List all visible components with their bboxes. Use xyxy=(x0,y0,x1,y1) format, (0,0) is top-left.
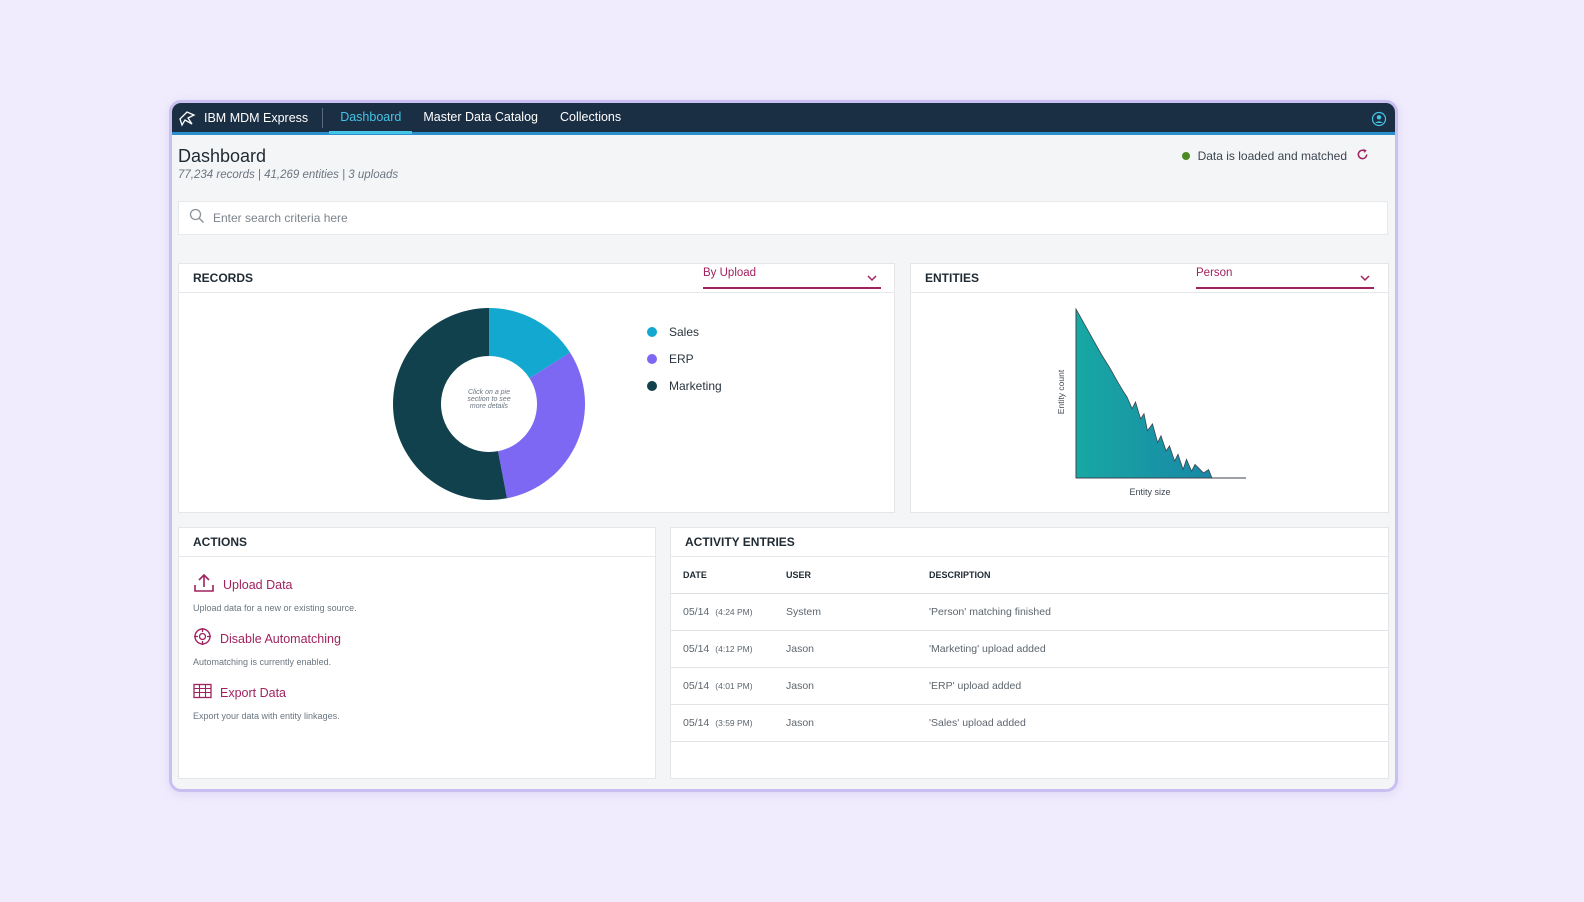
entity-area-series xyxy=(1075,307,1246,479)
records-legend: Sales ERP Marketing xyxy=(647,318,722,399)
export-data-desc: Export your data with entity linkages. xyxy=(193,711,340,721)
legend-label: Sales xyxy=(669,324,700,339)
activity-title: ACTIVITY ENTRIES xyxy=(685,535,795,549)
disable-automatching-button[interactable]: Disable Automatching xyxy=(220,632,341,646)
donut-slice-sales[interactable] xyxy=(489,308,571,379)
table-row[interactable]: 05/14 (4:01 PM) Jason 'ERP' upload added xyxy=(671,667,1388,705)
entities-type-dropdown[interactable]: Person xyxy=(1196,267,1374,289)
upload-icon xyxy=(193,573,215,598)
app-title[interactable]: IBM MDM Express xyxy=(202,107,324,128)
cell-date: 05/14 (3:59 PM) xyxy=(671,704,774,742)
cell-user: Jason xyxy=(774,630,917,668)
entities-dropdown-value: Person xyxy=(1196,267,1233,279)
cell-user: Jason xyxy=(774,667,917,705)
cell-description: 'ERP' upload added xyxy=(917,667,1388,705)
legend-item-sales[interactable]: Sales xyxy=(647,318,722,345)
legend-label: Marketing xyxy=(669,378,722,393)
table-row[interactable]: 05/14 (4:24 PM) System 'Person' matching … xyxy=(671,593,1388,631)
table-grid-icon xyxy=(193,683,212,704)
tab-dashboard[interactable]: Dashboard xyxy=(329,103,413,134)
crosshair-icon xyxy=(193,627,212,651)
search-input[interactable] xyxy=(213,211,1113,225)
export-data-action[interactable]: Export Data Export your data with entity… xyxy=(193,681,641,721)
cell-date: 05/14 (4:01 PM) xyxy=(671,667,774,705)
records-donut-chart[interactable]: Click on a pie section to see more details xyxy=(369,294,609,514)
column-header-description[interactable]: DESCRIPTION xyxy=(917,557,1388,594)
donut-center-hint: Click on a pie section to see more details xyxy=(467,389,510,410)
column-header-user[interactable]: USER xyxy=(774,557,917,594)
legend-item-marketing[interactable]: Marketing xyxy=(647,372,722,399)
records-card-header: RECORDS By Upload xyxy=(179,264,894,293)
entities-card: ENTITIES Person Entity size Entity count xyxy=(910,263,1389,513)
records-dropdown-value: By Upload xyxy=(703,267,757,279)
cell-description: 'Marketing' upload added xyxy=(917,630,1388,668)
actions-card: ACTIONS Upload Data Upload data for a ne… xyxy=(178,527,656,779)
table-row[interactable]: 05/14 (3:59 PM) Jason 'Sales' upload adde… xyxy=(671,704,1388,742)
chevron-down-icon xyxy=(867,273,877,285)
entity-size-distribution-chart: Entity size Entity count xyxy=(1056,307,1246,497)
cell-user: Jason xyxy=(774,704,917,742)
upload-data-action[interactable]: Upload Data Upload data for a new or exi… xyxy=(193,573,641,613)
search-icon xyxy=(189,208,205,229)
column-header-date[interactable]: DATE xyxy=(671,557,774,594)
user-profile-icon[interactable] xyxy=(1371,111,1387,132)
legend-swatch xyxy=(647,353,657,364)
data-status: Data is loaded and matched xyxy=(1181,148,1369,164)
activity-header-row: DATE USER DESCRIPTION xyxy=(671,557,1388,594)
app-window: IBM MDM Express Dashboard Master Data Ca… xyxy=(169,100,1398,792)
x-axis-label: Entity size xyxy=(1129,487,1170,497)
tab-collections[interactable]: Collections xyxy=(559,109,622,124)
entities-title: ENTITIES xyxy=(925,271,980,285)
search-bar[interactable] xyxy=(178,201,1388,235)
status-text: Data is loaded and matched xyxy=(1197,149,1347,163)
export-data-button[interactable]: Export Data xyxy=(220,686,287,700)
donut-slice-erp[interactable] xyxy=(497,352,585,499)
legend-item-erp[interactable]: ERP xyxy=(647,345,722,372)
tab-master-data-catalog[interactable]: Master Data Catalog xyxy=(423,109,538,124)
chevron-down-icon xyxy=(1360,273,1370,285)
top-nav-bar: IBM MDM Express Dashboard Master Data Ca… xyxy=(172,103,1395,135)
activity-table: DATE USER DESCRIPTION 05/14 (4:24 PM) Sys… xyxy=(671,557,1388,742)
cell-date: 05/14 (4:24 PM) xyxy=(671,593,774,631)
entities-card-header: ENTITIES Person xyxy=(911,264,1388,293)
records-card: RECORDS By Upload Click on a pie section … xyxy=(178,263,895,513)
status-indicator-icon xyxy=(1181,152,1190,160)
activity-card: ACTIVITY ENTRIES DATE USER DESCRIPTION 0… xyxy=(670,527,1389,779)
donut-slice-marketing[interactable] xyxy=(393,308,507,500)
y-axis-label: Entity count xyxy=(1056,369,1066,414)
records-group-dropdown[interactable]: By Upload xyxy=(703,267,881,289)
refresh-icon[interactable] xyxy=(1356,148,1369,164)
disable-automatching-action[interactable]: Disable Automatching Automatching is cur… xyxy=(193,627,641,667)
actions-title: ACTIONS xyxy=(193,535,247,549)
activity-card-header: ACTIVITY ENTRIES xyxy=(671,528,1388,557)
actions-card-header: ACTIONS xyxy=(179,528,655,557)
page-header: Dashboard 77,234 records | 41,269 entiti… xyxy=(178,146,398,181)
upload-data-button[interactable]: Upload Data xyxy=(223,578,293,592)
cell-date: 05/14 (4:12 PM) xyxy=(671,630,774,668)
cell-user: System xyxy=(774,593,917,631)
records-title: RECORDS xyxy=(193,271,254,285)
upload-data-desc: Upload data for a new or existing source… xyxy=(193,603,357,613)
cell-description: 'Sales' upload added xyxy=(917,704,1388,742)
app-logo-icon[interactable] xyxy=(172,109,202,127)
legend-swatch xyxy=(647,380,657,391)
page-title: Dashboard xyxy=(178,146,267,166)
disable-automatching-desc: Automatching is currently enabled. xyxy=(193,657,332,667)
legend-swatch xyxy=(647,326,657,337)
legend-label: ERP xyxy=(669,351,694,366)
cell-description: 'Person' matching finished xyxy=(917,593,1388,631)
page-summary: 77,234 records | 41,269 entities | 3 upl… xyxy=(178,169,399,181)
table-row[interactable]: 05/14 (4:12 PM) Jason 'Marketing' upload … xyxy=(671,630,1388,668)
